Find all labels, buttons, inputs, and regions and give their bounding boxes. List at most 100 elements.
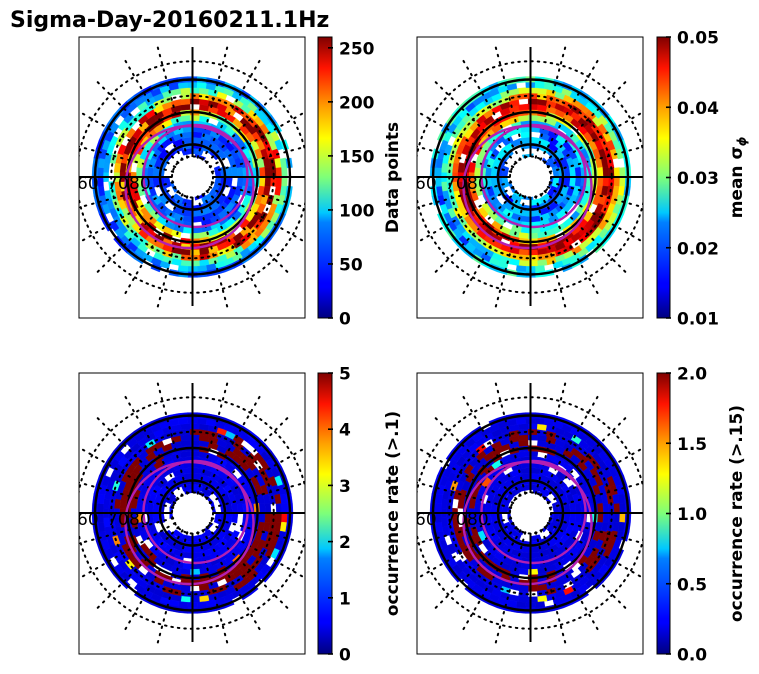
bin-patch (180, 596, 191, 603)
colorbar-tick-label: 2.0 (677, 365, 707, 385)
bin-patch (182, 562, 193, 570)
bin-patch (536, 259, 548, 267)
latitude-label: 80 (467, 174, 489, 194)
latitude-label: 60 (415, 510, 437, 530)
bin-patch (619, 167, 626, 178)
panel-mean-sigma-phi: 60 70 80 0.01 0.02 0.03 0.04 0.05 mean σϕ (415, 29, 749, 330)
latitude-label: 60 (415, 174, 437, 194)
bin-patch (613, 167, 621, 178)
bin-patch (182, 226, 193, 234)
bin-patch (231, 512, 239, 524)
bin-patch (520, 562, 531, 570)
figure-title: Sigma-Day-20160211.1Hz (10, 8, 329, 33)
bin-patch (281, 176, 288, 187)
bin-patch (134, 583, 146, 594)
bin-patch (264, 167, 272, 178)
latitude-label: 70 (107, 510, 129, 530)
bin-patch (264, 176, 272, 187)
bin-patch (281, 503, 288, 514)
colorbar-tick-label: 0.0 (677, 646, 707, 666)
latitude-label: 70 (445, 510, 467, 530)
bin-patch (613, 176, 621, 187)
colorbar-tick-label: 100 (339, 201, 375, 221)
bin-patch (180, 423, 191, 430)
bin-patch (180, 248, 191, 256)
polar-plot: 60 70 80 (77, 45, 305, 309)
colorbar-tick-label: 150 (339, 147, 375, 167)
bin-patch (275, 176, 283, 187)
bin-patch (520, 226, 531, 234)
pole-hole (510, 157, 551, 197)
colorbar-tick-label: 50 (339, 255, 363, 275)
colorbar-tick-label: 0 (339, 310, 351, 330)
colorbar-tick-label: 0.04 (677, 99, 719, 119)
colorbar-label: Data points (383, 122, 403, 233)
bin-patch (281, 512, 288, 523)
colorbar-tick-label: 3 (339, 477, 351, 497)
bin-patch (536, 595, 548, 603)
colorbar-tick-label: 0 (339, 646, 351, 666)
colorbar-tick-label: 0.01 (677, 310, 719, 330)
bin-patch (518, 260, 529, 267)
colorbar-tick-label: 250 (339, 39, 375, 59)
pole-hole (172, 157, 213, 197)
latitude-label: 70 (445, 174, 467, 194)
bin-patch (236, 176, 244, 188)
bin-patch (180, 87, 191, 94)
bin-patch (518, 103, 529, 111)
bin-patch (574, 176, 582, 188)
bin-patch (619, 176, 626, 187)
bin-patch (518, 248, 529, 256)
bin-patch (182, 551, 193, 559)
colorbar-tick-label: 0.5 (677, 575, 707, 595)
bin-patch (518, 596, 529, 603)
bin-patch (275, 512, 283, 523)
bin-patch (113, 162, 121, 173)
axes-frame (78, 372, 306, 655)
bin-patch (518, 87, 529, 94)
bin-patch (518, 423, 529, 430)
bin-patch (264, 503, 272, 514)
polar-plot: 60 70 80 (415, 381, 643, 645)
pole-hole (510, 493, 551, 533)
bin-patch (180, 434, 191, 442)
bin-patch (619, 512, 626, 523)
pole-hole (172, 493, 213, 533)
bin-patch (517, 568, 529, 576)
bin-patch (597, 512, 604, 523)
bin-patch (518, 584, 529, 592)
bin-patch (259, 167, 266, 178)
bin-patch (275, 503, 283, 514)
bin-patch (236, 166, 244, 178)
bin-patch (236, 502, 244, 514)
colorbar-label: occurrence rate (>.1) (383, 411, 403, 616)
latitude-label: 80 (129, 174, 151, 194)
bin-patch (602, 176, 610, 187)
colorbar (317, 372, 333, 655)
colorbar-tick-label: 0.05 (677, 29, 719, 49)
bin-patch (259, 503, 266, 514)
latitude-label: 60 (77, 174, 99, 194)
bin-patch (259, 512, 266, 523)
bin-patch (180, 584, 191, 592)
colorbar (317, 36, 333, 319)
bin-patch (574, 166, 582, 178)
bin-patch (613, 512, 621, 523)
colorbar-tick-label: 0.02 (677, 239, 719, 259)
latitude-label: 80 (467, 510, 489, 530)
colorbar-tick-label: 200 (339, 93, 375, 113)
bin-patch (597, 503, 604, 514)
colorbar-tick-label: 4 (339, 421, 351, 441)
bin-patch (481, 202, 492, 214)
polar-plot: 60 70 80 (77, 381, 305, 645)
colorbar-tick-label: 1 (339, 589, 351, 609)
bin-patch (602, 167, 610, 178)
bin-patch (192, 215, 203, 223)
colorbar-label: mean σϕ (727, 136, 749, 218)
bin-patch (597, 167, 604, 178)
axes-frame (416, 36, 644, 319)
bin-patch (264, 512, 272, 523)
latitude-label: 80 (129, 510, 151, 530)
latitude-label: 60 (77, 510, 99, 530)
panel-occurrence-rate-015: 60 70 80 0.0 0.5 1.0 1.5 2.0 occurrence rate (>.… (415, 365, 747, 666)
